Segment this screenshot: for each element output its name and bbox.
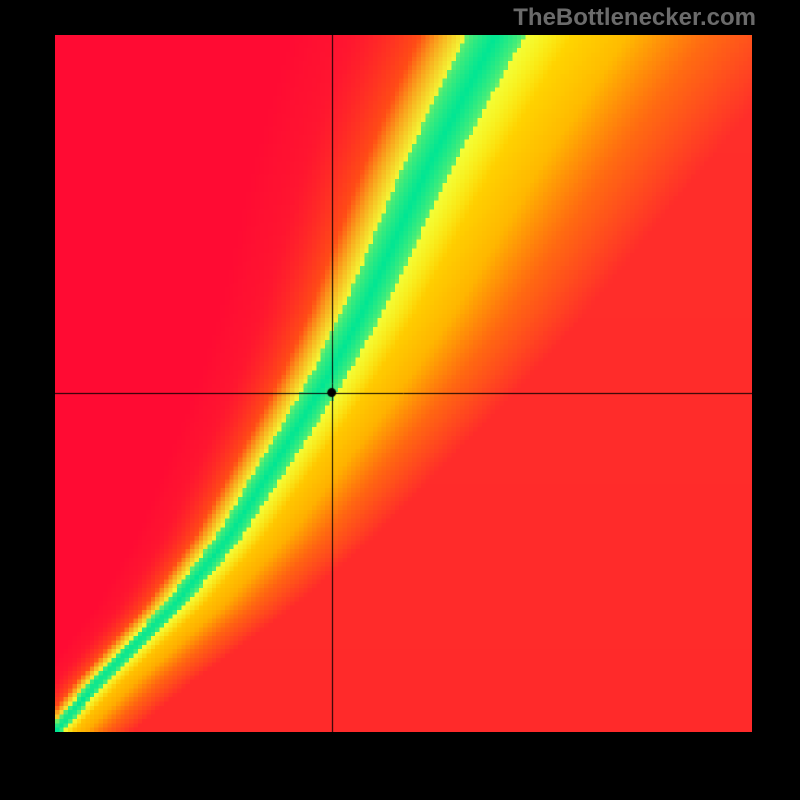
chart-container: TheBottlenecker.com [0, 0, 800, 800]
watermark-text: TheBottlenecker.com [513, 4, 756, 32]
bottleneck-heatmap [55, 35, 752, 732]
